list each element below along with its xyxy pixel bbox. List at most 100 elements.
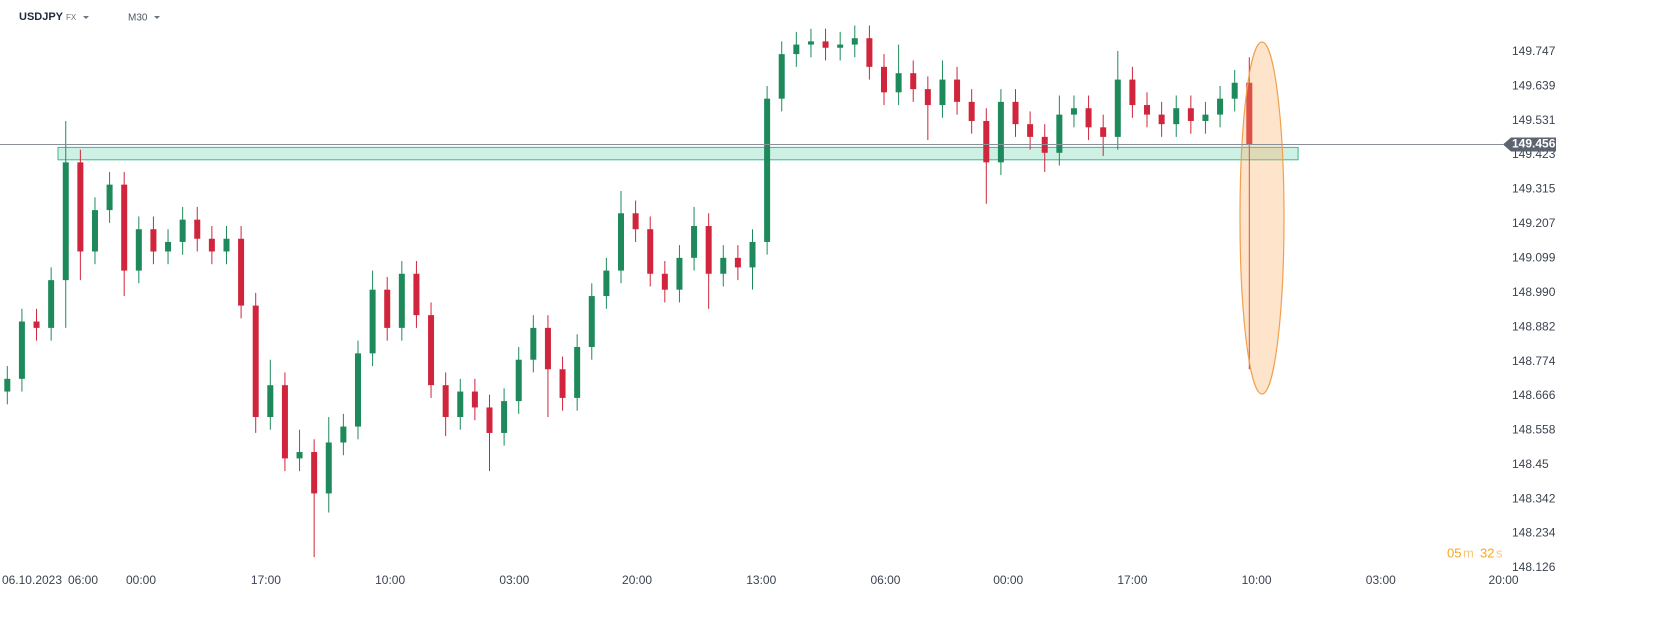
candle-body <box>179 219 186 242</box>
x-tick-label: 00:00 <box>126 573 156 587</box>
x-tick-label: 03:00 <box>499 573 529 587</box>
candle-body <box>588 296 595 347</box>
y-tick-label: 148.126 <box>1512 560 1556 574</box>
countdown-minutes-unit: m <box>1463 545 1474 560</box>
countdown-seconds-unit: s <box>1496 545 1503 560</box>
candle-body <box>734 257 741 268</box>
candle-body <box>574 346 581 398</box>
candle-body <box>1070 108 1077 115</box>
candle-body <box>413 273 420 316</box>
candle-body <box>910 73 917 90</box>
highlight-ellipse <box>1239 41 1285 395</box>
y-tick-label: 149.099 <box>1512 250 1556 264</box>
candle-body <box>1187 108 1194 121</box>
candle-body <box>165 241 172 252</box>
candle-body <box>515 359 522 402</box>
y-tick-label: 149.207 <box>1512 216 1556 230</box>
candle-body <box>340 426 347 443</box>
candle-body <box>325 442 332 494</box>
countdown-seconds: 32 <box>1480 545 1494 560</box>
candle-body <box>1158 114 1165 125</box>
candle-body <box>1100 127 1107 137</box>
candle-body <box>354 353 361 427</box>
candle-body <box>1056 114 1063 153</box>
y-tick-label: 148.774 <box>1512 354 1556 368</box>
countdown-minutes: 05 <box>1447 545 1461 560</box>
last-price-label: 149.456 <box>1512 137 1556 151</box>
candle-body <box>807 41 814 45</box>
y-tick-label: 149.639 <box>1512 78 1556 92</box>
y-tick-label: 148.342 <box>1512 491 1556 505</box>
candle-body <box>691 226 698 258</box>
candle-body <box>223 238 230 252</box>
candle-body <box>501 401 508 433</box>
candle-body <box>632 213 639 230</box>
candle-body <box>194 219 201 239</box>
candle-body <box>778 54 785 99</box>
candle-body <box>617 213 624 271</box>
candle-body <box>77 162 84 252</box>
candle-body <box>822 41 829 48</box>
candle-body <box>851 38 858 45</box>
candle-body <box>1231 82 1238 99</box>
candle-body <box>4 378 11 392</box>
support-zone <box>57 146 1299 161</box>
candle-body <box>647 229 654 274</box>
candle-body <box>471 391 478 408</box>
symbol-dropdown[interactable] <box>83 16 89 19</box>
y-tick-label: 148.234 <box>1512 526 1556 540</box>
candle-body <box>603 270 610 297</box>
y-tick-label: 148.990 <box>1512 285 1556 299</box>
candle-body <box>267 385 274 418</box>
y-tick-label: 148.558 <box>1512 423 1556 437</box>
symbol[interactable]: USDJPY <box>19 11 64 23</box>
candle-body <box>544 327 551 370</box>
x-tick-label: 20:00 <box>622 573 652 587</box>
candle-body <box>296 452 303 459</box>
market: FX <box>66 13 77 22</box>
x-tick-label: 10:00 <box>1242 573 1272 587</box>
candle-body <box>793 44 800 55</box>
last-price-tag <box>1503 137 1556 152</box>
candle-body <box>1202 114 1209 121</box>
x-tick-label: 00:00 <box>993 573 1023 587</box>
candle-body <box>1246 82 1253 145</box>
candle-body <box>121 184 128 271</box>
timeframe[interactable]: M30 <box>128 13 148 24</box>
candle-body <box>486 407 493 433</box>
candle-body <box>48 280 55 328</box>
y-tick-label: 148.45 <box>1512 457 1549 471</box>
candle-body <box>398 273 405 328</box>
candle-body <box>18 321 25 379</box>
candle-body <box>311 452 318 494</box>
candle-body <box>238 238 245 306</box>
x-tick-label: 06:00 <box>870 573 900 587</box>
y-tick-label: 149.531 <box>1512 113 1556 127</box>
candle-body <box>661 273 668 290</box>
candle-body <box>1114 79 1121 137</box>
candle-body <box>208 238 215 252</box>
candle-body <box>764 98 771 242</box>
y-tick-label: 149.315 <box>1512 182 1556 196</box>
candle-body <box>62 162 69 281</box>
candle-body <box>837 44 844 48</box>
candle-body <box>1173 108 1180 125</box>
y-tick-label: 148.666 <box>1512 388 1556 402</box>
candle-body <box>1129 79 1136 106</box>
candle-body <box>369 289 376 354</box>
candle-body <box>866 38 873 67</box>
candle-body <box>530 327 537 360</box>
candle-body <box>252 305 259 418</box>
x-tick-label: 20:00 <box>1489 573 1519 587</box>
candle-body <box>384 289 391 328</box>
candle-body <box>997 101 1004 163</box>
candle-body <box>1085 108 1092 128</box>
candle-body <box>33 321 40 328</box>
timeframe-dropdown[interactable] <box>154 16 160 19</box>
candle-body <box>939 79 946 106</box>
candle-body <box>895 73 902 93</box>
candle-body <box>881 66 888 93</box>
x-tick-label: 13:00 <box>746 573 776 587</box>
candle-body <box>91 210 98 252</box>
candle-body <box>676 257 683 290</box>
